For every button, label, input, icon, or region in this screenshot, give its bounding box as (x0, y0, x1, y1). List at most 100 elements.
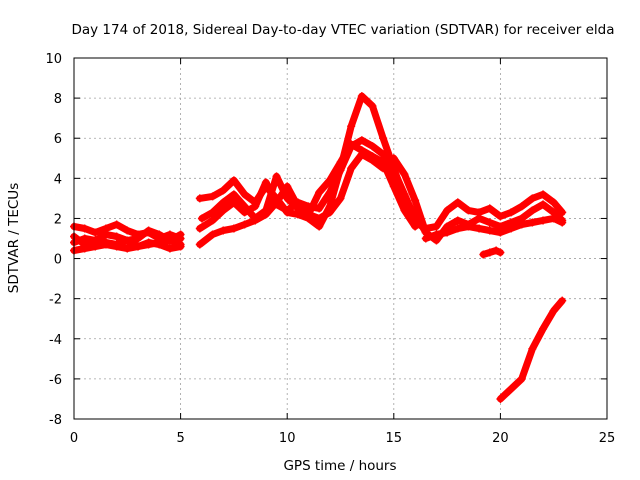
data-point (240, 220, 249, 229)
data-point (123, 236, 132, 245)
data-point (123, 226, 132, 235)
data-point (539, 190, 548, 199)
data-point (208, 192, 217, 201)
data-point (549, 214, 558, 223)
y-tick-label: -4 (49, 333, 62, 348)
data-point (101, 238, 110, 247)
data-point (357, 136, 366, 145)
data-point (133, 234, 142, 243)
data-point (464, 222, 473, 231)
data-point (549, 306, 558, 315)
data-point (229, 224, 238, 233)
data-point (549, 198, 558, 207)
y-tick-label: 0 (54, 253, 62, 268)
data-point (283, 194, 292, 203)
data-point (389, 182, 398, 191)
data-point (357, 150, 366, 159)
data-point (400, 190, 409, 199)
data-point (261, 206, 270, 215)
data-point (517, 374, 526, 383)
data-point (80, 224, 89, 233)
data-point (208, 230, 217, 239)
data-point (496, 212, 505, 221)
x-tick-label: 15 (386, 431, 403, 446)
data-point (347, 122, 356, 131)
data-point (517, 220, 526, 229)
data-point (379, 164, 388, 173)
data-point (539, 216, 548, 225)
data-point (379, 134, 388, 143)
data-point (411, 210, 420, 219)
data-point (240, 190, 249, 199)
y-tick-label: 8 (54, 92, 62, 107)
data-point (293, 204, 302, 213)
data-point (325, 176, 334, 185)
data-point (208, 208, 217, 217)
data-point (432, 230, 441, 239)
data-point (91, 236, 100, 245)
series-track-h (198, 150, 430, 236)
data-point (528, 194, 537, 203)
data-point (144, 226, 153, 235)
data-point (539, 200, 548, 209)
data-point (336, 194, 345, 203)
data-point (464, 206, 473, 215)
x-tick-label: 20 (492, 431, 509, 446)
data-point (558, 218, 567, 227)
data-point (496, 394, 505, 403)
data-point (558, 208, 567, 217)
data-point (368, 142, 377, 151)
data-point (336, 158, 345, 167)
data-point (479, 250, 488, 259)
data-point (389, 166, 398, 175)
data-point (485, 204, 494, 213)
data-point (475, 224, 484, 233)
data-point (539, 324, 548, 333)
data-series (70, 92, 567, 403)
data-point (528, 344, 537, 353)
data-point (197, 214, 206, 223)
data-point (325, 208, 334, 217)
data-point (219, 206, 228, 215)
data-point (240, 202, 249, 211)
data-point (112, 220, 121, 229)
data-point (325, 188, 334, 197)
x-tick-label: 0 (70, 431, 78, 446)
y-tick-label: 6 (54, 132, 62, 147)
data-point (195, 240, 204, 249)
data-point (272, 172, 281, 181)
data-point (229, 190, 238, 199)
data-point (558, 296, 567, 305)
data-point (251, 214, 260, 223)
data-point (315, 222, 324, 231)
data-point (304, 210, 313, 219)
data-point (453, 224, 462, 233)
series-track-m (496, 297, 566, 403)
data-point (411, 196, 420, 205)
plot-frame (73, 57, 608, 420)
data-point (507, 208, 516, 217)
y-tick-label: -6 (49, 373, 62, 388)
data-point (261, 178, 270, 187)
data-point (485, 226, 494, 235)
data-point (528, 206, 537, 215)
series-track-l (479, 247, 504, 258)
data-point (496, 248, 505, 257)
data-point (517, 202, 526, 211)
y-axis-label: SDTVAR / TECUs (6, 183, 22, 293)
data-point (492, 246, 501, 255)
data-point (165, 244, 174, 253)
data-point (315, 214, 324, 223)
data-point (219, 186, 228, 195)
data-point (219, 198, 228, 207)
data-point (219, 226, 228, 235)
data-point (112, 240, 121, 249)
data-point (176, 242, 185, 251)
data-point (272, 198, 281, 207)
data-point (485, 218, 494, 227)
data-point (400, 206, 409, 215)
chart-title: Day 174 of 2018, Sidereal Day-to-day VTE… (71, 22, 614, 38)
data-point (155, 230, 164, 239)
data-point (432, 222, 441, 231)
data-point (195, 224, 204, 233)
